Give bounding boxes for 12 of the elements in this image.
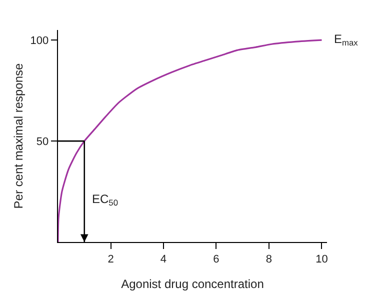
x-tick-label: 10 (316, 253, 328, 266)
x-tick-label: 4 (160, 253, 167, 266)
x-tick-label: 2 (108, 253, 114, 266)
line-series (58, 39, 323, 242)
annotation: E$_{max}$ (334, 32, 359, 48)
y-axis-title: Per cent maximal response (12, 62, 26, 209)
y-tick-label: 100 (30, 34, 49, 47)
x-axis-title: Agonist drug concentration (121, 277, 264, 292)
ref-line-label: EC$_{50}$ (92, 192, 118, 208)
x-tick-label: 6 (213, 253, 220, 266)
y-tick-label: 50 (36, 136, 49, 148)
x-tick-label: 8 (266, 253, 272, 266)
